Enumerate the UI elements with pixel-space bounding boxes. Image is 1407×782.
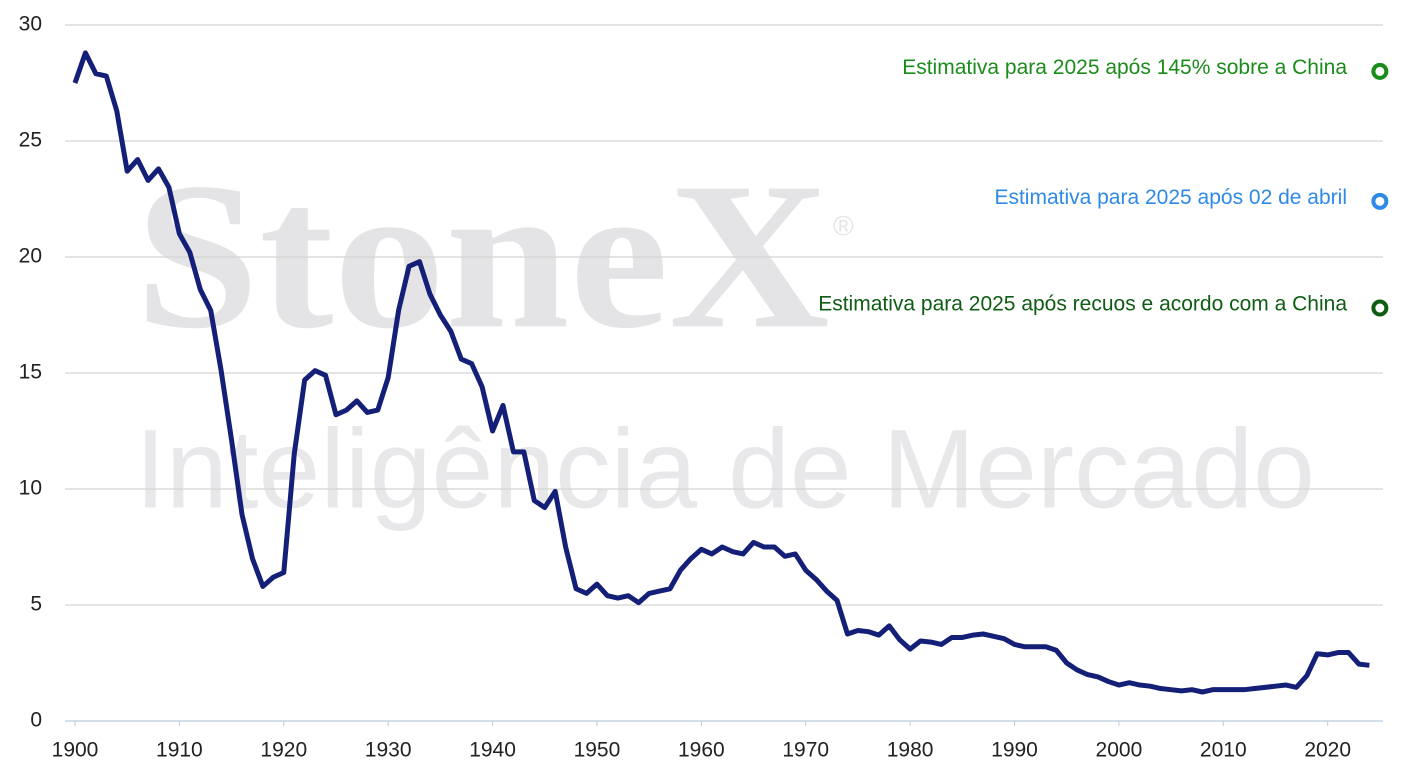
x-tick-label: 1920 — [260, 739, 307, 762]
x-tick-label: 1950 — [574, 739, 621, 762]
watermark-subtitle: Inteligência de Mercado — [135, 407, 1315, 532]
y-tick-label: 5 — [30, 593, 42, 616]
estimate-label: Estimativa para 2025 após 02 de abril — [994, 186, 1347, 209]
x-tick-label: 2010 — [1200, 739, 1247, 762]
x-tick-label: 1900 — [52, 739, 99, 762]
x-tick-label: 1940 — [469, 739, 516, 762]
x-tick-label: 2020 — [1304, 739, 1351, 762]
y-tick-label: 15 — [19, 361, 42, 384]
x-tick-label: 1970 — [782, 739, 829, 762]
data-line — [72, 50, 1370, 695]
x-tick-label: 1960 — [678, 739, 725, 762]
y-tick-label: 25 — [19, 129, 42, 152]
estimate-label: Estimativa para 2025 após recuos e acord… — [818, 293, 1347, 316]
x-tick-label: 1990 — [991, 739, 1038, 762]
y-tick-label: 0 — [30, 709, 42, 732]
y-tick-label: 30 — [19, 13, 42, 36]
y-tick-label: 10 — [19, 477, 42, 500]
estimate-label: Estimativa para 2025 após 145% sobre a C… — [902, 56, 1347, 79]
x-tick-label: 2000 — [1096, 739, 1143, 762]
y-tick-label: 20 — [19, 245, 42, 268]
watermark-brand: StoneX — [135, 140, 830, 372]
estimate-marker — [1371, 192, 1389, 210]
x-tick-label: 1910 — [156, 739, 203, 762]
x-tick-label: 1930 — [365, 739, 412, 762]
x-tick-label: 1980 — [887, 739, 934, 762]
watermark-mark: ® — [833, 210, 854, 241]
estimate-marker — [1371, 62, 1389, 80]
estimate-marker — [1371, 299, 1389, 317]
